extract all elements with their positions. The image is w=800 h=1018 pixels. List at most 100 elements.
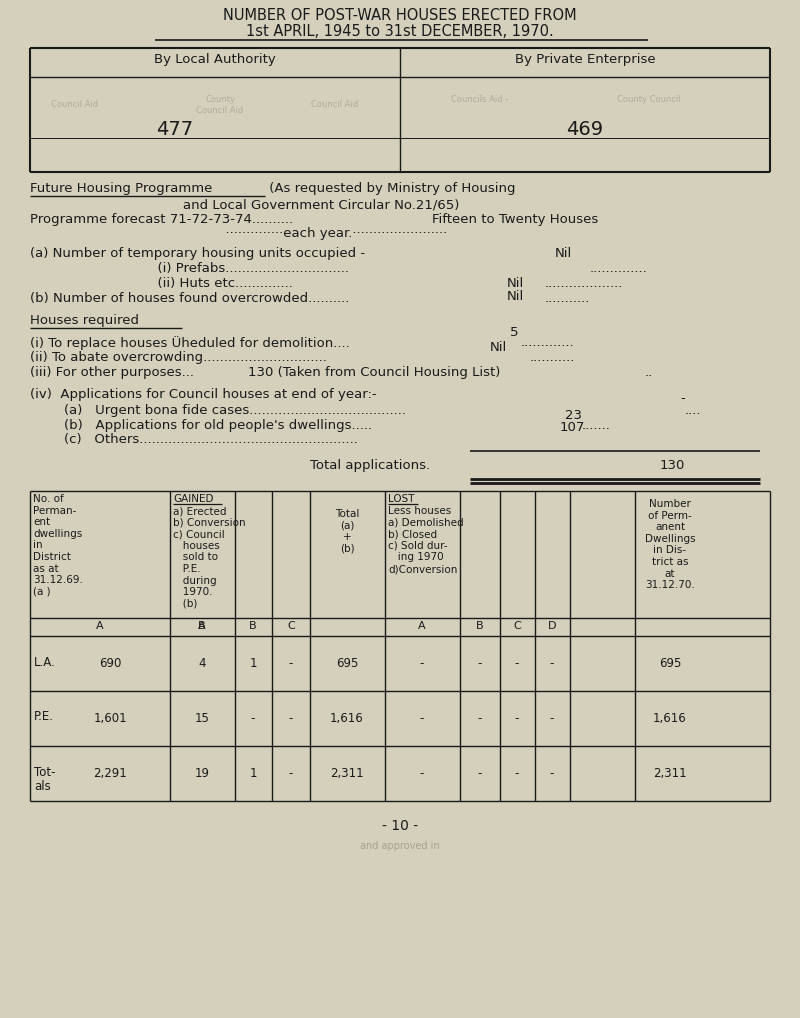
Text: County: County bbox=[205, 95, 235, 104]
Text: and approved in: and approved in bbox=[360, 841, 440, 851]
Text: 695: 695 bbox=[336, 657, 358, 670]
Text: A: A bbox=[418, 621, 426, 631]
Text: -: - bbox=[478, 657, 482, 670]
Text: -: - bbox=[478, 712, 482, 725]
Text: Houses required: Houses required bbox=[30, 314, 139, 327]
Text: County Council.: County Council. bbox=[617, 95, 683, 104]
Text: 4: 4 bbox=[198, 657, 206, 670]
Text: Total
(a)
+
(b): Total (a) + (b) bbox=[335, 509, 359, 554]
Text: ...........: ........... bbox=[545, 292, 590, 305]
Text: 2,291: 2,291 bbox=[93, 767, 127, 780]
Text: 1,616: 1,616 bbox=[330, 712, 364, 725]
Text: 130 (Taken from Council Housing List): 130 (Taken from Council Housing List) bbox=[248, 366, 500, 379]
Text: ··············each year.·······················: ··············each year.················… bbox=[30, 227, 447, 240]
Text: -: - bbox=[515, 712, 519, 725]
Text: 130: 130 bbox=[660, 459, 686, 472]
Text: Future Housing Programme: Future Housing Programme bbox=[30, 182, 212, 195]
Text: ....: .... bbox=[685, 404, 702, 417]
Text: -: - bbox=[515, 767, 519, 780]
Text: 1,616: 1,616 bbox=[653, 712, 687, 725]
Text: P.E.: P.E. bbox=[34, 711, 54, 724]
Text: a) Erected
b) Conversion
c) Council
   houses
   sold to
   P.E.
   during
   19: a) Erected b) Conversion c) Council hous… bbox=[173, 506, 246, 609]
Text: 15: 15 bbox=[194, 712, 210, 725]
Text: ...................: ................... bbox=[545, 277, 623, 290]
Text: (ii) To abate overcrowding..............................: (ii) To abate overcrowding..............… bbox=[30, 351, 327, 364]
Text: 695: 695 bbox=[659, 657, 681, 670]
Text: (b) Number of houses found overcrowded..........: (b) Number of houses found overcrowded..… bbox=[30, 292, 350, 305]
Text: A: A bbox=[198, 621, 206, 631]
Text: C: C bbox=[513, 621, 521, 631]
Text: 690: 690 bbox=[99, 657, 121, 670]
Text: 2,311: 2,311 bbox=[330, 767, 364, 780]
Text: NUMBER OF POST-WAR HOUSES ERECTED FROM: NUMBER OF POST-WAR HOUSES ERECTED FROM bbox=[223, 8, 577, 23]
Text: GAINED: GAINED bbox=[173, 494, 214, 504]
Text: ..............: .............. bbox=[590, 262, 648, 275]
Text: - 10 -: - 10 - bbox=[382, 819, 418, 833]
Text: 5: 5 bbox=[510, 326, 518, 339]
Text: -: - bbox=[289, 657, 293, 670]
Text: -: - bbox=[420, 767, 424, 780]
Text: -: - bbox=[420, 712, 424, 725]
Text: By Private Enterprise: By Private Enterprise bbox=[514, 53, 655, 66]
Text: 1st APRIL, 1945 to 31st DECEMBER, 1970.: 1st APRIL, 1945 to 31st DECEMBER, 1970. bbox=[246, 24, 554, 39]
Text: Council Aid: Council Aid bbox=[196, 106, 244, 115]
Text: -: - bbox=[550, 712, 554, 725]
Text: Number
of Perm-
anent
Dwellings
in Dis-
trict as
at
31.12.70.: Number of Perm- anent Dwellings in Dis- … bbox=[645, 499, 695, 590]
Text: .......: ....... bbox=[582, 419, 611, 432]
Text: (a)   Urgent bona fide cases......................................: (a) Urgent bona fide cases..............… bbox=[30, 404, 406, 417]
Text: 2,311: 2,311 bbox=[653, 767, 687, 780]
Text: .............: ............. bbox=[521, 336, 574, 349]
Text: Nil: Nil bbox=[507, 290, 524, 303]
Text: -: - bbox=[420, 657, 424, 670]
Text: -: - bbox=[289, 712, 293, 725]
Text: -: - bbox=[289, 767, 293, 780]
Text: Council Aid: Council Aid bbox=[51, 100, 98, 109]
Text: By Local Authority: By Local Authority bbox=[154, 53, 276, 66]
Text: LOST: LOST bbox=[388, 494, 414, 504]
Text: ..: .. bbox=[645, 366, 654, 379]
Text: (b)   Applications for old people's dwellings.....: (b) Applications for old people's dwelli… bbox=[30, 419, 372, 432]
Text: (iv)  Applications for Council houses at end of year:-: (iv) Applications for Council houses at … bbox=[30, 388, 377, 401]
Text: -: - bbox=[550, 767, 554, 780]
Text: No. of
Perman-
ent
dwellings
in
District
as at
31.12.69.
(a ): No. of Perman- ent dwellings in District… bbox=[33, 494, 83, 597]
Text: 477: 477 bbox=[157, 120, 194, 139]
Text: (iii) For other purposes...: (iii) For other purposes... bbox=[30, 366, 194, 379]
Text: 1,601: 1,601 bbox=[93, 712, 127, 725]
Text: D: D bbox=[548, 621, 556, 631]
Text: and Local Government Circular No.21/65): and Local Government Circular No.21/65) bbox=[30, 197, 459, 211]
Text: Programme forecast 71-72-73-74..........: Programme forecast 71-72-73-74.......... bbox=[30, 213, 293, 226]
Text: Tot-
als: Tot- als bbox=[34, 766, 55, 793]
Text: L.A.: L.A. bbox=[34, 656, 56, 669]
Text: 19: 19 bbox=[194, 767, 210, 780]
Text: Nil: Nil bbox=[555, 247, 572, 260]
Text: Nil: Nil bbox=[507, 277, 524, 290]
Text: -: - bbox=[251, 712, 255, 725]
Text: (c)   Others.....................................................: (c) Others..............................… bbox=[30, 433, 358, 446]
Text: -: - bbox=[478, 767, 482, 780]
Text: 1: 1 bbox=[250, 767, 257, 780]
Text: -: - bbox=[515, 657, 519, 670]
Text: B: B bbox=[249, 621, 257, 631]
Text: ...........: ........... bbox=[530, 351, 575, 364]
Text: (ii) Huts etc..............: (ii) Huts etc.............. bbox=[30, 277, 293, 290]
Text: Councils Aid -: Councils Aid - bbox=[451, 95, 509, 104]
Text: B: B bbox=[198, 621, 206, 631]
Text: (i) To replace houses Üheduled for demolition....: (i) To replace houses Üheduled for demol… bbox=[30, 336, 350, 350]
Text: C: C bbox=[287, 621, 295, 631]
Text: -: - bbox=[680, 392, 685, 405]
Text: (a) Number of temporary housing units occupied -: (a) Number of temporary housing units oc… bbox=[30, 247, 365, 260]
Text: Less houses
a) Demolished
b) Closed
c) Sold dur-
   ing 1970
d)Conversion: Less houses a) Demolished b) Closed c) S… bbox=[388, 506, 464, 574]
Text: Council Aid: Council Aid bbox=[311, 100, 358, 109]
Text: Nil: Nil bbox=[490, 341, 507, 354]
Text: 469: 469 bbox=[566, 120, 603, 139]
Text: 1: 1 bbox=[250, 657, 257, 670]
Text: B: B bbox=[476, 621, 484, 631]
Text: -: - bbox=[550, 657, 554, 670]
Text: 23: 23 bbox=[565, 409, 582, 422]
Text: 107: 107 bbox=[560, 421, 586, 434]
Text: (i) Prefabs..............................: (i) Prefabs.............................… bbox=[30, 262, 349, 275]
Text: (As requested by Ministry of Housing: (As requested by Ministry of Housing bbox=[265, 182, 515, 195]
Text: Total applications.: Total applications. bbox=[310, 459, 430, 472]
Text: A: A bbox=[96, 621, 104, 631]
Text: Fifteen to Twenty Houses: Fifteen to Twenty Houses bbox=[432, 213, 598, 226]
